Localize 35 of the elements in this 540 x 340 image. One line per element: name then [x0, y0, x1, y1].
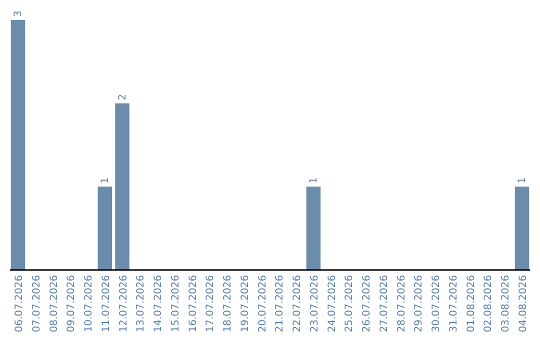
data-label: 1 [100, 177, 111, 184]
x-tick-label: 06.07.2026 [14, 275, 25, 332]
data-label: 1 [517, 177, 528, 184]
x-tick-label: 08.07.2026 [48, 275, 60, 332]
data-label: 1 [308, 177, 320, 184]
x-tick-label: 16.07.2026 [188, 275, 199, 332]
data-label: 2 [117, 94, 128, 100]
x-tick-label: 01.08.2026 [466, 275, 477, 332]
x-tick-label: 25.07.2026 [344, 275, 356, 332]
x-tick-label: 30.07.2026 [431, 275, 442, 332]
x-tick-label: 21.07.2026 [274, 275, 286, 332]
x-tick-label: 22.07.2026 [292, 275, 304, 332]
x-tick-label: 18.07.2026 [222, 275, 234, 332]
x-tick-label: 02.08.2026 [483, 275, 494, 332]
x-tick-label: 19.07.2026 [240, 275, 251, 332]
x-tick-label: 15.07.2026 [170, 275, 182, 332]
x-tick-label: 23.07.2026 [309, 275, 320, 332]
x-tick-label: 10.07.2026 [84, 275, 95, 332]
x-tick-label: 31.07.2026 [448, 275, 460, 332]
x-tick-label: 07.07.2026 [31, 275, 42, 332]
x-tick-label: 28.07.2026 [396, 275, 408, 332]
x-tick-label: 13.07.2026 [136, 275, 147, 332]
x-tick-label: 27.07.2026 [378, 275, 390, 332]
x-tick-label: 26.07.2026 [362, 275, 373, 332]
x-tick-label: 14.07.2026 [153, 275, 164, 332]
x-tick-label: 04.08.2026 [518, 275, 530, 332]
x-tick-label: 17.07.2026 [205, 275, 216, 332]
x-tick-label: 12.07.2026 [118, 275, 130, 332]
data-label: 3 [12, 10, 24, 17]
x-tick-label: 29.07.2026 [414, 275, 425, 332]
x-tick-label: 09.07.2026 [66, 275, 78, 332]
x-tick-label: 03.08.2026 [500, 275, 512, 332]
x-tick-label: 20.07.2026 [257, 275, 268, 332]
x-tick-label: 24.07.2026 [326, 275, 338, 332]
x-tick-label: 11.07.2026 [100, 275, 112, 332]
